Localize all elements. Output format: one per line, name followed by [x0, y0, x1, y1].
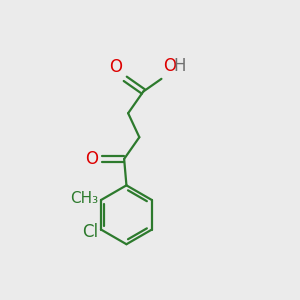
Text: O: O — [163, 57, 176, 75]
Text: Cl: Cl — [82, 223, 98, 241]
Text: CH₃: CH₃ — [70, 191, 99, 206]
Text: O: O — [85, 150, 98, 168]
Text: O: O — [109, 58, 122, 76]
Text: H: H — [174, 57, 186, 75]
